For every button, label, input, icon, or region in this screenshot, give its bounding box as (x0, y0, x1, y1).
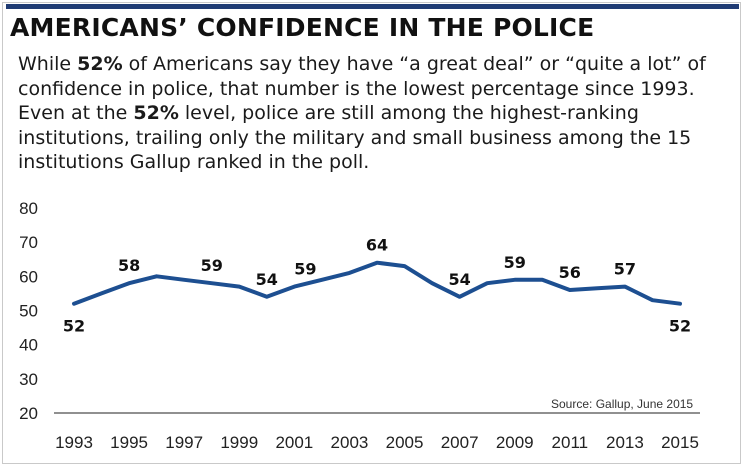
data-label: 58 (118, 256, 140, 275)
y-tick-label: 60 (19, 267, 38, 286)
summary-highlight-2: 52% (133, 102, 179, 124)
y-tick-label: 50 (19, 302, 38, 321)
series-line (72, 260, 682, 306)
data-label: 59 (201, 256, 223, 275)
x-tick-label: 2013 (606, 433, 644, 452)
y-tick-label: 20 (19, 404, 38, 423)
x-tick-label: 2015 (661, 433, 699, 452)
x-tick-label: 2003 (331, 433, 369, 452)
line-chart: 20 30 40 50 60 70 80 1993 1995 1997 1999 2001 2003 20… (19, 199, 700, 452)
summary-part-3: level, police are still among the highes… (18, 102, 692, 173)
x-tick-label: 1995 (110, 433, 148, 452)
chart-area: 20 30 40 50 60 70 80 1993 1995 1997 1999 2001 2003 20… (0, 195, 743, 470)
y-tick-label: 40 (19, 336, 38, 355)
data-label: 56 (559, 263, 581, 282)
data-label: 52 (669, 317, 691, 336)
summary-highlight-1: 52% (77, 53, 123, 75)
y-tick-label: 30 (19, 370, 38, 389)
data-label: 64 (366, 236, 388, 255)
x-tick-label: 2009 (496, 433, 534, 452)
source-note: Source: Gallup, June 2015 (551, 397, 694, 411)
top-rule (6, 4, 739, 9)
x-tick-label: 1997 (165, 433, 203, 452)
x-tick-label: 1993 (55, 433, 93, 452)
chart-frame (2, 2, 741, 464)
headline: AMERICANS’ CONFIDENCE IN THE POLICE (10, 13, 595, 42)
data-label: 59 (504, 253, 526, 272)
y-tick-label: 70 (19, 233, 38, 252)
x-tick-label: 2007 (441, 433, 479, 452)
data-label: 59 (294, 260, 316, 279)
data-label: 54 (256, 270, 278, 289)
x-tick-label: 2005 (386, 433, 424, 452)
x-tick-label: 2001 (275, 433, 313, 452)
summary-text: While 52% of Americans say they have “a … (18, 52, 730, 175)
data-label: 52 (63, 317, 85, 336)
summary-part-1: While (18, 53, 78, 75)
data-label: 54 (449, 270, 471, 289)
data-label: 57 (614, 260, 636, 279)
x-tick-label: 2011 (552, 433, 589, 452)
y-tick-label: 80 (19, 199, 38, 218)
x-tick-label: 1999 (220, 433, 258, 452)
summary-part-2: of Americans say they have “a great deal… (18, 53, 706, 124)
